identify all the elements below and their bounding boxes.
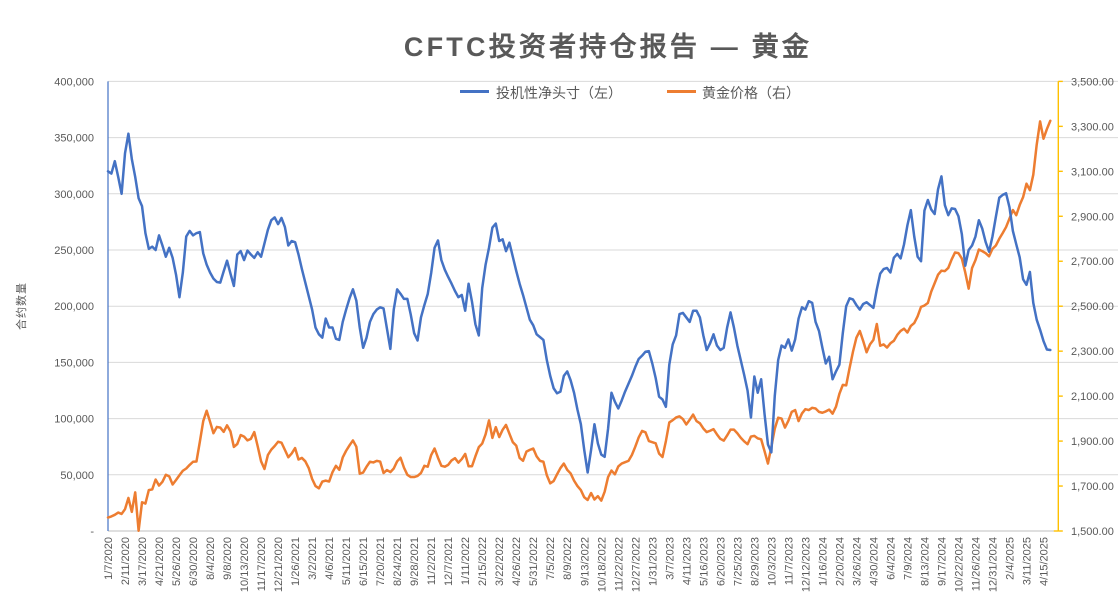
- x-axis-tick-label: 4/11/2023: [681, 537, 693, 585]
- x-axis-tick-label: 12/7/2021: [443, 537, 455, 586]
- x-axis-tick-label: 12/31/2024: [987, 537, 999, 592]
- x-axis-tick-label: 3/2/2021: [307, 537, 319, 580]
- x-axis-tick-label: 2/15/2022: [477, 537, 489, 586]
- right-axis-tick-label: 3,300.00: [1071, 121, 1114, 133]
- legend-label-net-position: 投机性净头寸（左）: [496, 85, 622, 101]
- left-axis-tick-label: 400,000: [54, 76, 94, 88]
- x-axis-tick-label: 4/30/2024: [868, 537, 880, 586]
- right-axis-tick-label: 2,300.00: [1071, 346, 1114, 358]
- x-axis-tick-label: 4/26/2022: [511, 537, 523, 586]
- x-axis-tick-label: 6/15/2021: [358, 537, 370, 586]
- right-axis-tick-label: 2,900.00: [1071, 211, 1114, 223]
- right-axis-tick-label: 1,500.00: [1071, 526, 1114, 538]
- x-axis-tick-label: 3/7/2023: [664, 537, 676, 580]
- x-axis-tick-label: 6/4/2024: [885, 537, 897, 580]
- left-axis-tick-label: 100,000: [54, 414, 94, 426]
- x-axis-tick-label: 12/12/2023: [800, 537, 812, 592]
- x-axis-tick-label: 10/22/2024: [953, 537, 965, 592]
- x-axis-tick-label: 9/28/2021: [409, 537, 421, 586]
- x-axis-tick-label: 2/4/2025: [1004, 537, 1016, 580]
- x-axis-tick-label: 7/9/2024: [902, 537, 914, 580]
- x-axis-tick-label: 3/17/2020: [137, 537, 149, 586]
- x-axis-tick-label: 4/6/2021: [324, 537, 336, 580]
- x-axis-tick-label: 1/7/2020: [103, 537, 115, 580]
- right-axis-tick-label: 2,700.00: [1071, 256, 1114, 268]
- x-axis-tick-label: 2/20/2024: [834, 537, 846, 586]
- x-axis-tick-label: 6/20/2023: [715, 537, 727, 586]
- left-axis-tick-label: 150,000: [54, 357, 94, 369]
- x-axis-tick-label: 5/26/2020: [171, 537, 183, 586]
- legend-label-gold-price: 黄金价格（右）: [702, 85, 800, 101]
- x-axis-tick-label: 11/17/2020: [256, 537, 268, 591]
- right-axis-tick-label: 2,500.00: [1071, 301, 1114, 313]
- x-axis-tick-label: 10/13/2020: [239, 537, 251, 592]
- x-axis-tick-label: 5/11/2021: [341, 537, 353, 585]
- left-axis-tick-label: 200,000: [54, 301, 94, 313]
- x-axis-tick-label: 10/18/2022: [596, 537, 608, 592]
- x-axis-tick-label: 7/25/2023: [732, 537, 744, 586]
- x-axis-tick-label: 12/21/2020: [273, 537, 285, 592]
- x-axis-tick-label: 8/24/2021: [392, 537, 404, 586]
- x-axis-tick-label: 7/5/2022: [545, 537, 557, 580]
- x-axis-tick-label: 3/26/2024: [851, 537, 863, 586]
- x-axis-tick-label: 6/30/2020: [188, 537, 200, 586]
- legend-swatch-gold-price: [667, 90, 696, 93]
- x-axis-tick-label: 8/4/2020: [205, 537, 217, 580]
- right-axis-tick-label: 1,700.00: [1071, 481, 1114, 493]
- x-axis-tick-label: 1/11/2022: [460, 537, 472, 585]
- x-axis-tick-label: 11/7/2023: [783, 537, 795, 585]
- x-axis-tick-label: 1/16/2024: [817, 537, 829, 586]
- right-axis-tick-label: 1,900.00: [1071, 436, 1114, 448]
- legend: 投机性净头寸（左） 黄金价格（右）: [0, 83, 1120, 101]
- legend-swatch-net-position: [460, 90, 489, 93]
- x-axis-tick-label: 7/20/2021: [375, 537, 387, 586]
- left-axis-tick-label: 300,000: [54, 189, 94, 201]
- x-axis-tick-label: 11/2/2021: [426, 537, 438, 585]
- left-axis-tick-label: 350,000: [54, 133, 94, 145]
- x-axis-tick-label: 5/31/2022: [528, 537, 540, 586]
- x-axis-tick-label: 5/16/2023: [698, 537, 710, 586]
- x-axis-tick-label: 3/22/2022: [494, 537, 506, 586]
- x-axis-tick-label: 8/9/2022: [562, 537, 574, 580]
- net-position-line: [106, 132, 1052, 474]
- x-axis-tick-label: 9/17/2024: [936, 537, 948, 586]
- x-axis-tick-label: 4/21/2020: [154, 537, 166, 586]
- x-axis-tick-label: 2/11/2020: [120, 537, 132, 585]
- right-axis-tick-label: 3,500.00: [1071, 76, 1114, 88]
- gold-price-line: [106, 119, 1052, 533]
- chart-title: CFTC投资者持仓报告 — 黄金: [403, 32, 813, 62]
- right-axis-tick-label: 2,100.00: [1071, 391, 1114, 403]
- left-axis-tick-label: -: [90, 526, 94, 538]
- left-axis-tick-label: 250,000: [54, 245, 94, 257]
- x-axis-tick-label: 12/27/2022: [630, 537, 642, 592]
- x-axis-tick-label: 10/3/2023: [766, 537, 778, 586]
- x-axis-tick-label: 3/11/2025: [1021, 537, 1033, 585]
- x-axis-tick-label: 1/31/2023: [647, 537, 659, 586]
- x-axis-tick-label: 9/8/2020: [222, 537, 234, 580]
- left-axis-tick-label: 50,000: [60, 470, 94, 482]
- right-axis-tick-label: 3,100.00: [1071, 166, 1114, 178]
- x-axis-tick-label: 4/15/2025: [1038, 537, 1050, 586]
- x-axis-tick-label: 8/13/2024: [919, 537, 931, 586]
- x-axis-tick-label: 8/29/2023: [749, 537, 761, 586]
- x-axis-tick-label: 11/22/2022: [613, 537, 625, 591]
- x-axis-tick-label: 11/26/2024: [970, 537, 982, 591]
- x-axis-tick-label: 9/13/2022: [579, 537, 591, 586]
- x-axis-tick-label: 1/26/2021: [290, 537, 302, 586]
